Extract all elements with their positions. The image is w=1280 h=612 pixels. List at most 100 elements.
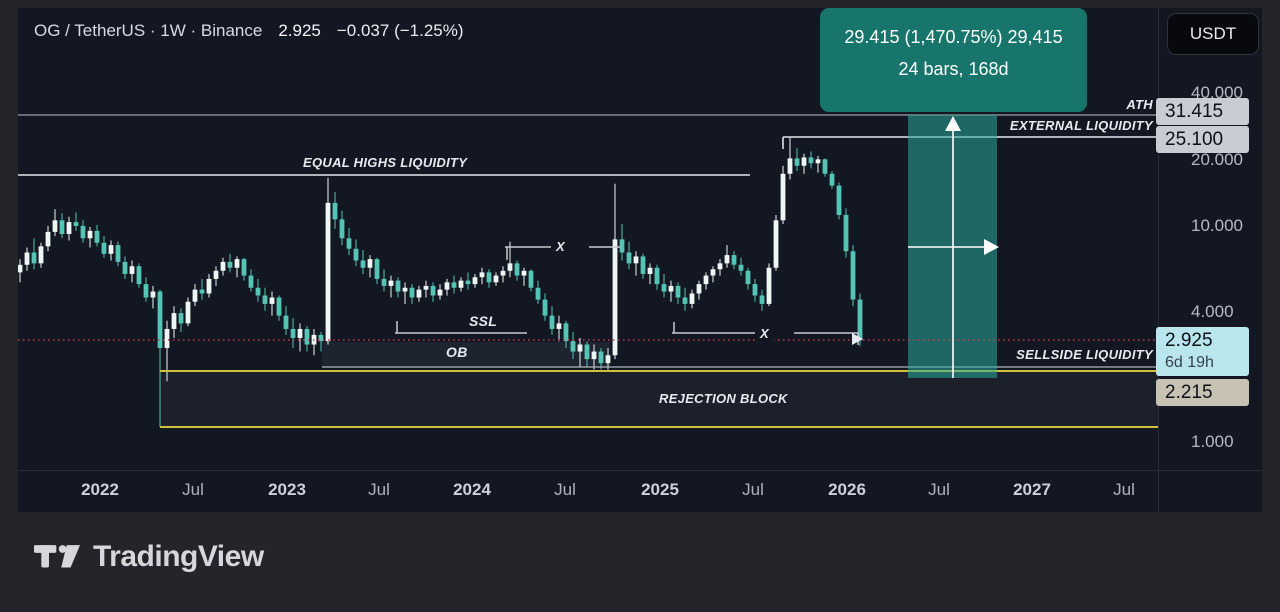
candle-body — [248, 275, 254, 288]
candle-body — [542, 299, 548, 316]
candle-body — [262, 295, 268, 304]
price-axis-tick: 4.000 — [1191, 302, 1234, 321]
candle-body — [815, 159, 821, 164]
candle-body — [577, 344, 583, 352]
candle-body — [563, 323, 569, 342]
order-block-box — [322, 342, 610, 368]
candle-body — [255, 287, 261, 296]
candle-body — [318, 334, 324, 342]
time-axis-tick: 2027 — [1013, 480, 1051, 499]
bar-countdown: 6d 19h — [1165, 353, 1214, 371]
price-axis-tick: 1.000 — [1191, 432, 1234, 451]
candle-body — [332, 202, 338, 220]
candle-body — [780, 173, 786, 221]
candle-body — [381, 278, 387, 286]
last-bar-marker — [852, 333, 863, 345]
ob-label: OB — [446, 344, 468, 360]
candle-body — [353, 248, 359, 261]
candle-body — [717, 263, 723, 270]
candle-body — [731, 255, 737, 265]
candle-body — [675, 285, 681, 298]
ath-label: ATH — [1126, 97, 1153, 112]
candle-body — [661, 284, 667, 292]
rejection-block-box — [160, 371, 1158, 427]
candle-body — [360, 260, 366, 268]
external-price-label: 25.100 — [1156, 126, 1249, 153]
candle-body — [598, 351, 604, 364]
time-axis-tick: Jul — [1113, 480, 1135, 499]
time-axis-tick: 2026 — [828, 480, 866, 499]
candle-body — [416, 289, 422, 298]
candle-body — [808, 157, 814, 164]
candle-body — [374, 259, 380, 279]
candle-body — [766, 267, 772, 304]
candle-body — [388, 280, 394, 286]
candle-body — [241, 259, 247, 276]
last-price: 2.925 — [278, 21, 321, 40]
currency-toggle-button[interactable]: USDT — [1167, 13, 1259, 55]
candle-body — [759, 295, 765, 304]
candle-body — [451, 282, 457, 288]
candle-body — [836, 185, 842, 215]
candle-body — [514, 263, 520, 276]
candle-body — [549, 315, 555, 329]
ath-price-label: 31.415 — [1156, 98, 1249, 125]
candle-body — [304, 328, 310, 345]
candle-body — [626, 252, 632, 264]
candle-body — [129, 266, 135, 274]
candle-body — [164, 328, 170, 348]
candle-body — [752, 284, 758, 296]
candle-body — [794, 158, 800, 166]
symbol-header: OG / TetherUS · 1W · Binance 2.925 −0.03… — [34, 21, 464, 41]
measure-tooltip-line1: 29.415 (1,470.75%) 29,415 — [844, 27, 1063, 47]
candle-body — [822, 159, 828, 174]
time-axis-tick: Jul — [742, 480, 764, 499]
equal-highs-liquidity-label: EQUAL HIGHS LIQUIDITY — [303, 155, 468, 170]
candle-body — [87, 230, 93, 239]
candle-body — [605, 355, 611, 364]
candle-body — [94, 230, 100, 243]
ssl-label: SSL — [469, 313, 498, 329]
candle-body — [150, 291, 156, 298]
candle-body — [136, 266, 142, 285]
candle-body — [283, 315, 289, 329]
candle-body — [619, 239, 625, 253]
tradingview-logo[interactable]: TradingView — [34, 540, 264, 574]
time-axis[interactable]: 2022 Jul 2023 Jul 2024 Jul 2025 Jul 2026 Jul 2027 J… — [18, 470, 1262, 513]
measure-tooltip[interactable]: 29.415 (1,470.75%) 29,415 24 bars, 168d — [820, 8, 1087, 112]
sellside-liquidity-label: SELLSIDE LIQUIDITY — [1016, 347, 1153, 362]
candle-body — [472, 277, 478, 285]
candle-body — [668, 285, 674, 292]
candle-body — [108, 245, 114, 254]
candle-body — [297, 328, 303, 338]
chart-canvas[interactable] — [17, 8, 1158, 470]
candle-body — [423, 285, 429, 290]
candle-body — [115, 245, 121, 262]
candle-body — [507, 263, 513, 271]
candle-body — [724, 255, 730, 264]
x-label-top: X — [551, 239, 570, 254]
current-price-label: 2.925 6d 19h — [1156, 327, 1249, 376]
symbol-title[interactable]: OG / TetherUS · 1W · Binance — [34, 21, 263, 40]
candle-body — [633, 256, 639, 264]
candle-body — [521, 270, 527, 276]
candle-body — [234, 259, 240, 268]
candle-body — [500, 270, 506, 276]
candle-body — [220, 261, 226, 271]
candle-body — [465, 280, 471, 285]
x-label-bottom: X — [755, 326, 774, 341]
time-axis-tick: Jul — [368, 480, 390, 499]
price-axis[interactable]: 40.000 20.000 10.000 4.000 1.000 — [1158, 8, 1262, 470]
axis-separator — [1158, 470, 1159, 512]
candle-body — [31, 252, 37, 264]
candle-body — [346, 238, 352, 249]
tradingview-logo-text: TradingView — [93, 540, 264, 573]
candle-body — [570, 341, 576, 352]
candle-body — [710, 269, 716, 276]
price-axis-tick: 40.000 — [1191, 83, 1243, 102]
candle-body — [213, 270, 219, 279]
candle-body — [612, 239, 618, 356]
candle-body — [647, 267, 653, 274]
price-axis-tick: 20.000 — [1191, 150, 1243, 169]
price-pane[interactable] — [17, 8, 1158, 470]
